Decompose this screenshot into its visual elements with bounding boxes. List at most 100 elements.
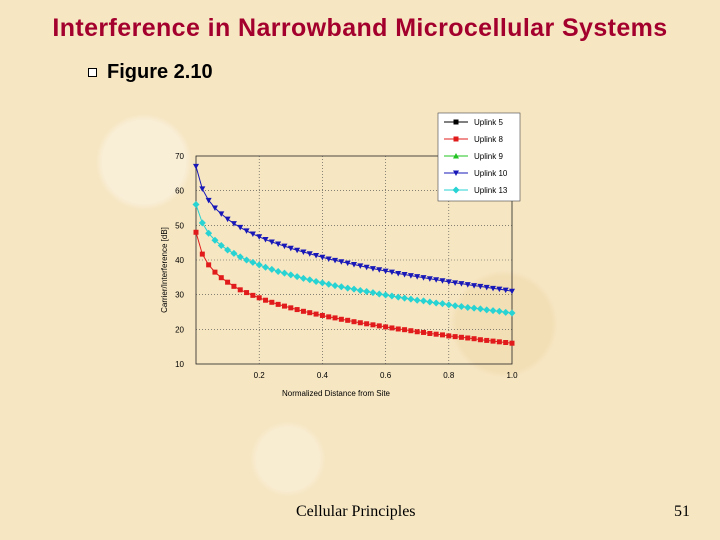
y-axis-title: Carrier/Interference [dB] [160, 227, 169, 313]
data-point-series-1 [509, 340, 515, 346]
data-point-series-4 [426, 298, 434, 306]
data-point-series-4 [382, 291, 390, 299]
data-point-series-3 [281, 243, 288, 250]
data-point-series-1 [288, 305, 294, 311]
data-point-series-1 [484, 337, 490, 343]
data-point-series-4 [394, 293, 402, 301]
data-point-series-4 [318, 279, 326, 287]
data-point-series-1 [237, 287, 243, 293]
data-point-series-1 [263, 297, 269, 303]
data-point-series-3 [332, 257, 339, 264]
data-point-series-1 [307, 310, 313, 316]
data-point-series-3 [433, 277, 440, 283]
data-point-series-3 [319, 254, 326, 261]
legend-marker [452, 186, 460, 194]
data-point-series-1 [421, 329, 427, 335]
data-point-series-3 [458, 281, 465, 287]
data-point-series-3 [369, 266, 376, 272]
legend-marker [453, 136, 459, 142]
data-point-series-4 [451, 302, 459, 310]
series-line-4 [195, 204, 513, 314]
data-point-series-1 [389, 325, 395, 331]
data-point-series-4 [192, 201, 200, 209]
data-point-series-4 [495, 307, 503, 315]
data-point-series-3 [243, 228, 250, 234]
data-point-series-1 [503, 340, 509, 346]
data-point-series-3 [262, 237, 269, 243]
data-point-series-4 [464, 303, 472, 311]
data-point-series-4 [407, 295, 415, 303]
data-point-series-3 [306, 251, 313, 257]
x-tick-label: 0.6 [380, 371, 392, 380]
data-point-series-1 [370, 322, 376, 328]
data-point-series-4 [230, 249, 238, 257]
data-point-series-3 [426, 276, 433, 282]
data-point-series-3 [268, 239, 275, 245]
data-point-series-4 [224, 246, 232, 254]
data-point-series-1 [250, 292, 256, 298]
x-tick-label: 0.8 [443, 371, 455, 380]
data-point-series-3 [357, 263, 364, 269]
y-tick-label: 40 [175, 256, 184, 265]
data-point-series-3 [395, 271, 402, 277]
data-point-series-1 [477, 337, 483, 343]
data-point-series-1 [345, 317, 351, 323]
x-tick-label: 1.0 [506, 371, 518, 380]
data-point-series-4 [457, 302, 465, 310]
data-point-series-1 [326, 314, 332, 320]
data-point-series-3 [382, 268, 389, 275]
data-point-series-4 [306, 276, 314, 284]
y-tick-label: 70 [175, 152, 184, 161]
data-point-series-1 [338, 316, 344, 322]
data-point-series-1 [402, 327, 408, 333]
data-point-series-1 [199, 251, 205, 257]
y-tick-label: 60 [175, 187, 184, 196]
data-point-series-1 [294, 307, 300, 313]
data-point-series-4 [489, 307, 497, 315]
data-point-series-3 [452, 280, 459, 286]
data-point-series-3 [249, 231, 256, 237]
data-point-series-4 [363, 288, 371, 296]
data-point-series-4 [445, 301, 453, 309]
data-point-series-3 [483, 284, 490, 291]
slide-title: Interference in Narrowband Microcellular… [52, 14, 668, 42]
data-point-series-1 [452, 334, 458, 340]
data-point-series-3 [401, 272, 408, 278]
data-point-series-4 [217, 241, 225, 249]
data-point-series-1 [351, 319, 357, 325]
y-tick-label: 10 [175, 360, 184, 369]
data-point-series-4 [476, 305, 484, 313]
y-tick-label: 30 [175, 291, 184, 300]
data-point-series-4 [470, 304, 478, 312]
data-point-series-4 [331, 282, 339, 290]
legend-label: Uplink 10 [474, 169, 508, 178]
checkbox-bullet-icon [88, 67, 97, 77]
data-point-series-3 [193, 163, 199, 170]
data-point-series-4 [312, 277, 320, 285]
data-point-series-1 [212, 269, 218, 275]
data-point-series-3 [325, 256, 332, 262]
data-point-series-1 [427, 330, 433, 336]
legend-label: Uplink 8 [474, 135, 503, 144]
data-point-series-3 [464, 282, 471, 288]
data-point-series-4 [325, 280, 333, 288]
data-point-series-4 [508, 309, 516, 317]
data-point-series-4 [420, 297, 428, 305]
data-point-series-1 [244, 290, 250, 296]
data-point-series-3 [445, 279, 452, 285]
data-point-series-4 [274, 267, 282, 275]
data-point-series-1 [496, 339, 502, 345]
data-point-series-1 [300, 308, 306, 314]
data-point-series-1 [218, 275, 224, 281]
data-point-series-3 [218, 211, 225, 217]
data-point-series-4 [337, 283, 345, 291]
data-point-series-3 [211, 205, 218, 211]
data-point-series-1 [357, 320, 363, 326]
data-point-series-3 [351, 262, 357, 268]
data-point-series-1 [364, 321, 370, 327]
data-point-series-4 [375, 290, 383, 298]
data-point-series-4 [299, 274, 307, 282]
legend-marker [453, 170, 459, 176]
data-point-series-4 [205, 229, 213, 237]
